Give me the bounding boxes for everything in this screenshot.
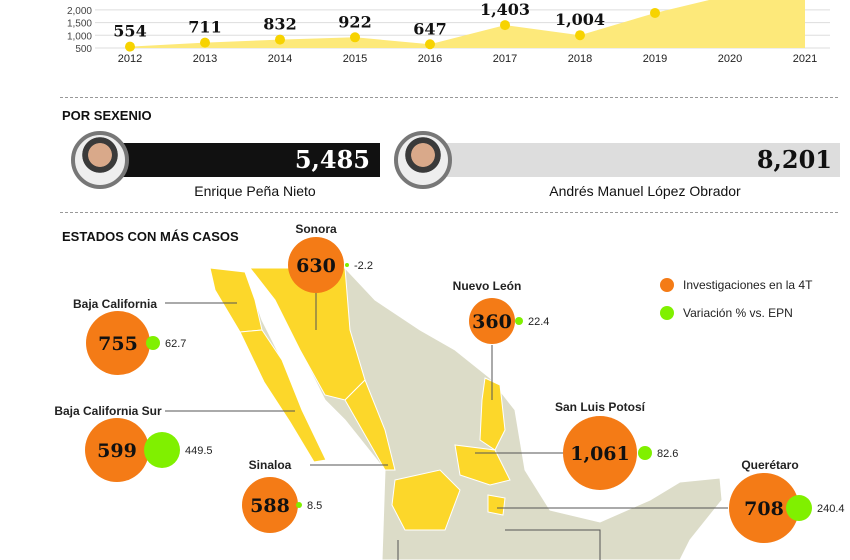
cases-value: 588 [250, 495, 290, 517]
state-baja-california [209, 267, 263, 333]
data-label: 1,403 [480, 0, 530, 19]
state-label: Sinaloa [248, 458, 292, 472]
x-tick-label: 2021 [793, 53, 817, 65]
state-label: Baja California Sur [54, 404, 162, 418]
legend-variacion: Variación % vs. EPN [683, 306, 793, 320]
state-label: Querétaro [741, 458, 799, 472]
variation-value: 240.4 [817, 503, 845, 515]
legend-investigaciones: Investigaciones en la 4T [683, 278, 813, 292]
cases-bubble [86, 311, 150, 375]
y-tick-label: 1,000 [67, 31, 92, 42]
state-label: San Luis Potosí [554, 400, 646, 414]
data-point [275, 34, 285, 45]
data-point [650, 7, 660, 18]
state-jalisco [391, 469, 461, 531]
x-tick-label: 2017 [493, 53, 517, 65]
cases-value: 1,061 [570, 443, 630, 465]
amlo-avatar [394, 131, 452, 189]
x-tick-label: 2014 [268, 53, 292, 65]
legend-orange-dot [660, 278, 674, 292]
y-tick-label: 2,000 [67, 6, 92, 17]
variation-bubble [786, 495, 812, 521]
data-label: 711 [188, 18, 221, 37]
cases-bubble [288, 237, 344, 293]
data-label: 832 [263, 15, 296, 34]
cases-value: 630 [296, 255, 336, 277]
x-tick-label: 2020 [718, 53, 742, 65]
variation-bubble [296, 502, 302, 508]
cases-value: 708 [744, 498, 784, 520]
cases-bubble [563, 416, 637, 490]
epn-value: 5,485 [294, 145, 370, 174]
cases-bubble [729, 473, 799, 543]
data-point [425, 39, 435, 50]
amlo-bar: 8,201 [445, 143, 840, 177]
x-tick-label: 2018 [568, 53, 592, 65]
sexenio-title: POR SEXENIO [62, 108, 152, 123]
area-series [130, 0, 805, 48]
estados-title: ESTADOS CON MÁS CASOS [62, 229, 239, 244]
leader-lines [165, 293, 728, 560]
amlo-name: Andrés Manuel López Obrador [549, 183, 741, 199]
cases-bubble [469, 298, 515, 344]
data-point [500, 20, 510, 31]
variation-bubble [638, 446, 652, 460]
state-sinaloa [344, 379, 396, 471]
state-label: Nuevo León [452, 279, 522, 293]
x-tick-label: 2019 [643, 53, 667, 65]
x-tick-label: 2012 [118, 53, 142, 65]
epn-avatar [71, 131, 129, 189]
data-label: 647 [413, 19, 446, 38]
epn-bar: 5,485 [120, 143, 380, 177]
variation-value: 22.4 [528, 316, 549, 328]
cases-bubble [242, 477, 298, 533]
data-label: 554 [113, 22, 146, 41]
divider [60, 97, 838, 98]
cases-bubble [85, 418, 149, 482]
divider [60, 212, 838, 213]
x-tick-label: 2016 [418, 53, 442, 65]
variation-value: 449.5 [185, 445, 213, 457]
variation-value: 82.6 [657, 448, 678, 460]
cases-value: 599 [97, 440, 137, 462]
cases-value: 360 [472, 311, 512, 333]
x-tick-label: 2013 [193, 53, 217, 65]
state-san-luis-potosi [454, 444, 511, 486]
variation-value: 8.5 [307, 500, 322, 512]
epn-name: Enrique Peña Nieto [194, 183, 316, 199]
amlo-value: 8,201 [756, 145, 832, 174]
y-tick-label: 500 [75, 44, 92, 55]
data-point [350, 32, 360, 43]
x-tick-label: 2015 [343, 53, 367, 65]
state-baja-california-sur [239, 329, 327, 463]
data-label: 922 [338, 12, 371, 31]
cases-value: 755 [98, 333, 138, 355]
state-queretaro [487, 494, 506, 516]
data-point [575, 30, 585, 41]
variation-value: -2.2 [354, 260, 373, 272]
data-point [200, 37, 210, 48]
variation-bubble [345, 263, 349, 267]
legend-green-dot [660, 306, 674, 320]
state-label: Baja California [72, 297, 158, 311]
variation-bubble [146, 336, 160, 350]
data-label: 1,004 [555, 10, 605, 29]
variation-value: 62.7 [165, 338, 186, 350]
variation-bubble [515, 317, 523, 325]
state-label: Sonora [295, 222, 337, 236]
variation-bubble [144, 432, 180, 468]
data-point [125, 41, 135, 52]
y-tick-label: 1,500 [67, 19, 92, 30]
